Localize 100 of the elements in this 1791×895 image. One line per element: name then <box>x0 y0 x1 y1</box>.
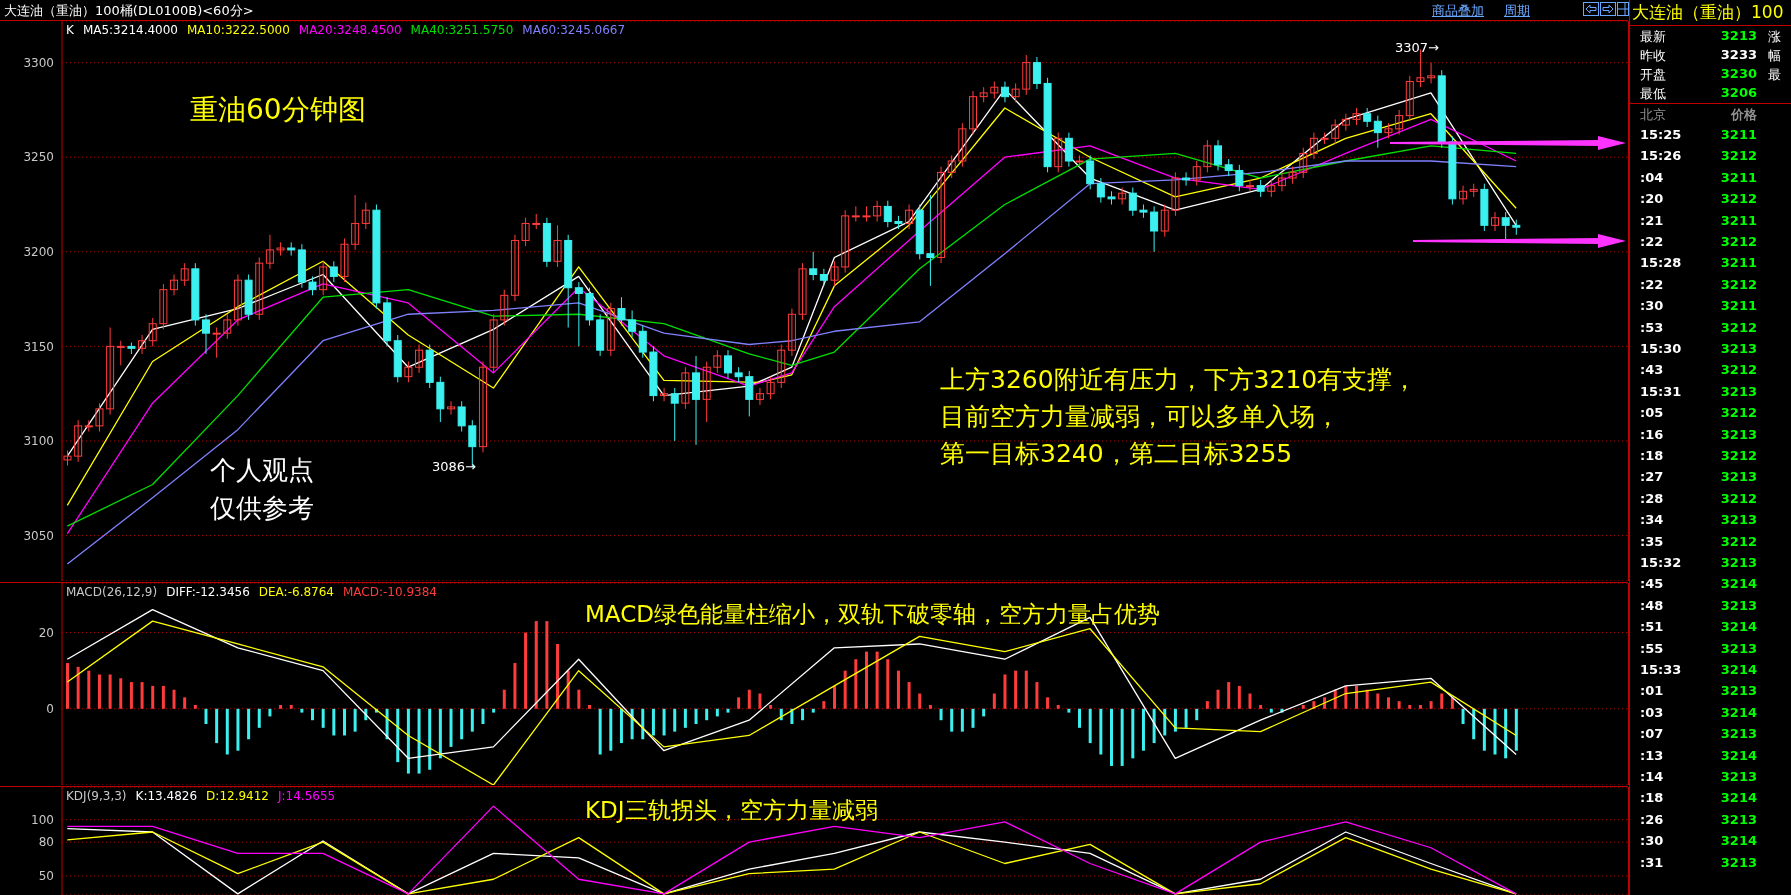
candlestick <box>947 154 956 179</box>
bar <box>161 685 165 709</box>
bar <box>470 708 474 732</box>
candlestick <box>660 387 669 402</box>
bar <box>854 659 858 709</box>
candlestick <box>106 326 115 416</box>
text: D:12.9412 <box>206 789 269 803</box>
candlestick <box>170 274 179 296</box>
bar <box>758 693 762 709</box>
bar <box>321 708 325 728</box>
text: :22 3212 <box>1640 276 1757 292</box>
candlestick <box>628 309 637 338</box>
chart-title: 大连油（重油）100桶(DL0100B)<60分> <box>4 2 254 20</box>
bar <box>108 674 112 709</box>
chart-title: KDJ(9,3,3) <box>66 789 127 803</box>
candlestick <box>95 402 104 433</box>
candlestick <box>74 419 83 463</box>
bar <box>1046 697 1050 709</box>
text: :55 3213 <box>1640 640 1757 656</box>
bar <box>1248 693 1252 709</box>
bar <box>524 632 528 709</box>
candlestick <box>351 194 360 251</box>
text: :26 3213 <box>1640 811 1757 827</box>
bar <box>247 708 251 740</box>
bar <box>556 643 560 709</box>
bar <box>1482 708 1486 751</box>
bar <box>215 708 219 744</box>
text: :31 3213 <box>1640 854 1757 870</box>
candlestick <box>1203 139 1212 173</box>
y-tick-label: 3100 <box>23 434 54 449</box>
candlestick <box>1118 186 1127 206</box>
text: 15:31 3213 <box>1640 383 1757 399</box>
bar <box>1024 670 1028 709</box>
bar <box>119 678 123 709</box>
candlestick <box>329 260 338 283</box>
candlestick <box>1160 204 1169 238</box>
bar <box>1078 708 1082 728</box>
candlestick <box>1150 205 1159 253</box>
bar <box>1269 708 1273 713</box>
text: MA20:3248.4500 <box>298 23 402 37</box>
bar <box>971 708 975 728</box>
bar <box>417 708 421 774</box>
bar <box>1418 704 1422 709</box>
bar <box>545 621 549 709</box>
bar <box>1035 682 1039 709</box>
bar <box>982 708 986 717</box>
bar <box>300 708 304 713</box>
candlestick <box>1022 54 1031 96</box>
y-tick-label: 3150 <box>23 339 54 354</box>
candlestick <box>1427 62 1436 84</box>
candlestick <box>180 262 189 287</box>
candlestick <box>606 302 615 357</box>
text: J:14.5655 <box>278 789 336 803</box>
bar <box>97 674 101 709</box>
candlestick <box>1214 139 1223 171</box>
candlestick <box>340 238 349 283</box>
text: :05 3212 <box>1640 405 1757 421</box>
candlestick <box>510 234 519 302</box>
candlestick <box>138 334 147 355</box>
text: K:13.4826 <box>135 789 198 803</box>
text: :04 3211 <box>1640 169 1757 185</box>
bar <box>257 708 261 728</box>
bar <box>1461 708 1465 725</box>
text: 北京 价格 <box>1640 107 1757 122</box>
candlestick <box>1000 81 1009 103</box>
bar <box>268 708 272 717</box>
bar <box>662 708 666 736</box>
candlestick <box>1064 132 1073 168</box>
bar <box>502 689 506 709</box>
candlestick <box>361 202 370 230</box>
bar <box>1205 701 1209 709</box>
candlestick <box>713 349 722 374</box>
candlestick <box>233 274 242 327</box>
bar <box>1173 708 1177 732</box>
bar <box>1003 674 1007 709</box>
legend-title: K <box>66 23 74 37</box>
candlestick <box>212 326 221 359</box>
candlestick <box>1032 56 1041 90</box>
bar <box>534 621 538 709</box>
candlestick <box>841 209 850 274</box>
bar <box>1120 708 1124 766</box>
series-label: DIFF:-12.3456 <box>166 585 250 599</box>
candlestick <box>489 313 498 374</box>
text: :18 3212 <box>1640 448 1757 463</box>
bar <box>279 704 283 709</box>
bar <box>1355 685 1359 709</box>
bar <box>769 704 773 709</box>
candlestick <box>1331 118 1340 145</box>
bar <box>651 708 655 736</box>
text: 最新 3213 涨 <box>1640 28 1781 44</box>
text: DEA:-6.8764 <box>258 585 334 599</box>
candlestick <box>415 344 424 374</box>
candlestick <box>308 275 317 296</box>
bar <box>76 666 80 709</box>
bar <box>87 670 91 709</box>
bar <box>1472 708 1476 740</box>
bar <box>406 708 410 774</box>
candlestick <box>883 200 892 228</box>
candlestick <box>969 90 978 136</box>
bar <box>833 685 837 709</box>
